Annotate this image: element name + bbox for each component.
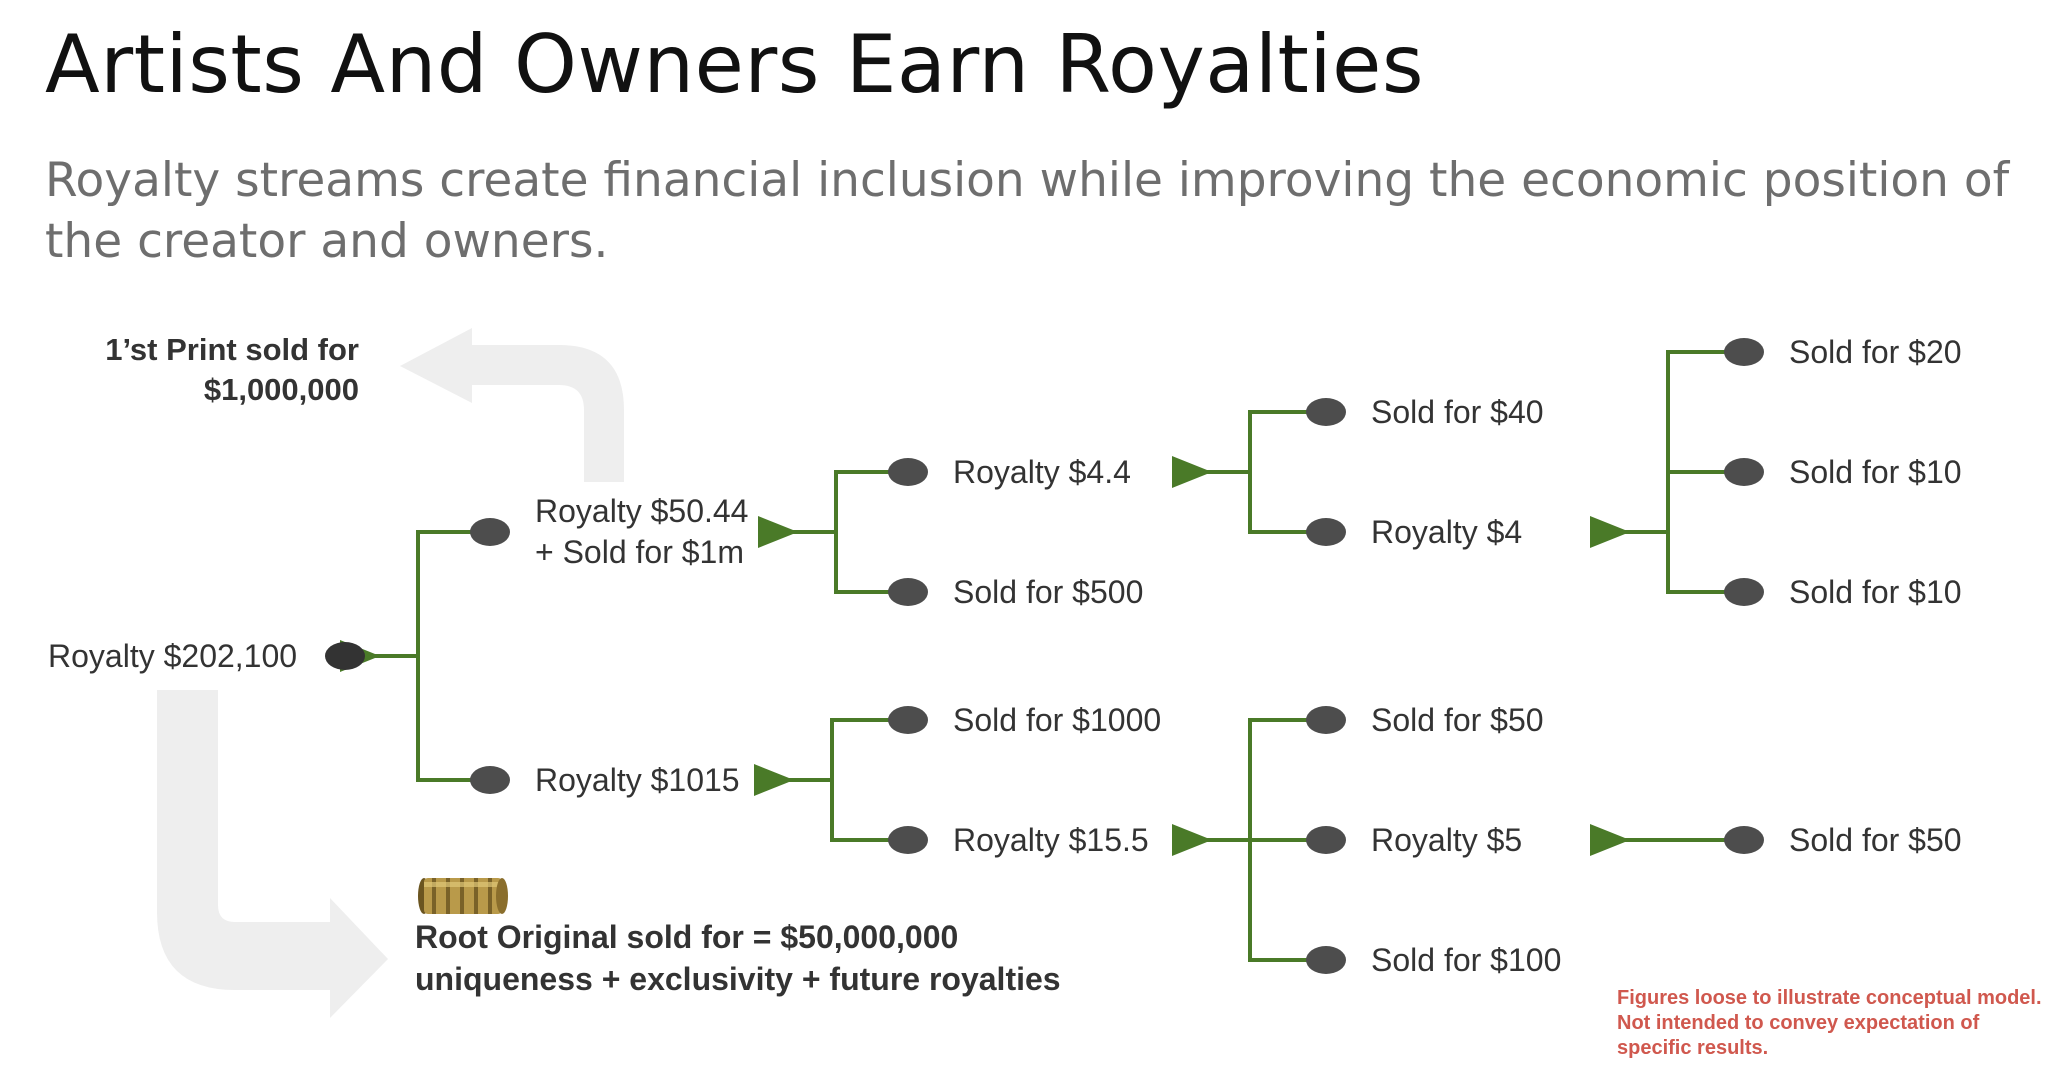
label-sold-50-b: Sold for $50 <box>1789 822 1962 858</box>
label-sold-10-b: Sold for $10 <box>1789 574 1962 610</box>
node-sold-10-a <box>1724 458 1764 486</box>
node-royalty-50 <box>470 518 510 546</box>
disclaimer: Figures loose to illustrate conceptual m… <box>1617 986 2057 1061</box>
label-sold-50-a: Sold for $50 <box>1371 702 1544 738</box>
label-royalty-1015: Royalty $1015 <box>535 762 740 798</box>
root-original-line2: uniqueness + exclusivity + future royalt… <box>415 961 1061 997</box>
node-sold-40 <box>1306 398 1346 426</box>
root-original-line1: Root Original sold for = $50,000,000 <box>415 919 959 955</box>
cryptex-icon <box>418 878 508 914</box>
node-royalty-root <box>325 642 365 670</box>
label-royalty-4-4: Royalty $4.4 <box>953 454 1131 490</box>
node-royalty-1015 <box>470 766 510 794</box>
label-sold-20: Sold for $20 <box>1789 334 1962 370</box>
node-sold-50-a <box>1306 706 1346 734</box>
node-sold-20 <box>1724 338 1764 366</box>
label-sold-40: Sold for $40 <box>1371 394 1544 430</box>
label-sold-10-a: Sold for $10 <box>1789 454 1962 490</box>
label-royalty-50: Royalty $50.44 + Sold for $1m <box>535 491 748 573</box>
node-sold-1000 <box>888 706 928 734</box>
disclaimer-line3: specific results. <box>1617 1037 1769 1059</box>
first-print-label: 1’st Print sold for $1,000,000 <box>105 330 359 410</box>
first-print-line2: $1,000,000 <box>203 372 359 407</box>
bracket-root <box>416 530 490 782</box>
node-royalty-4-4 <box>888 458 928 486</box>
first-print-line1: 1’st Print sold for <box>105 332 359 367</box>
node-sold-500 <box>888 578 928 606</box>
node-sold-100 <box>1306 946 1346 974</box>
label-royalty-50-line2: + Sold for $1m <box>535 534 744 570</box>
label-sold-500: Sold for $500 <box>953 574 1144 610</box>
node-sold-50-b <box>1724 826 1764 854</box>
label-royalty-root: Royalty $202,100 <box>48 638 298 674</box>
slide-subtitle: Royalty streams create financial inclusi… <box>45 153 2010 269</box>
label-sold-100: Sold for $100 <box>1371 942 1562 978</box>
node-royalty-15-5 <box>888 826 928 854</box>
label-sold-1000: Sold for $1000 <box>953 702 1162 738</box>
node-royalty-4 <box>1306 518 1346 546</box>
label-royalty-15-5: Royalty $15.5 <box>953 822 1149 858</box>
nodes <box>325 338 1764 974</box>
disclaimer-line2: Not intended to convey expectation of <box>1617 1012 1980 1034</box>
bracket-royalty-4-4 <box>1248 410 1326 534</box>
slide-title: Artists And Owners Earn Royalties <box>45 18 1425 111</box>
connectors <box>340 350 1744 962</box>
bracket-royalty-1015 <box>830 718 908 842</box>
node-royalty-5 <box>1306 826 1346 854</box>
node-sold-10-b <box>1724 578 1764 606</box>
disclaimer-line1: Figures loose to illustrate conceptual m… <box>1617 987 2042 1009</box>
label-royalty-50-line1: Royalty $50.44 <box>535 493 749 529</box>
root-original-label: Root Original sold for = $50,000,000 uni… <box>415 916 1061 1000</box>
flow-arrow-up <box>400 328 624 482</box>
flow-arrow-down <box>157 690 388 1018</box>
bracket-royalty-50 <box>834 470 908 594</box>
label-royalty-4: Royalty $4 <box>1371 514 1523 550</box>
label-royalty-5: Royalty $5 <box>1371 822 1523 858</box>
